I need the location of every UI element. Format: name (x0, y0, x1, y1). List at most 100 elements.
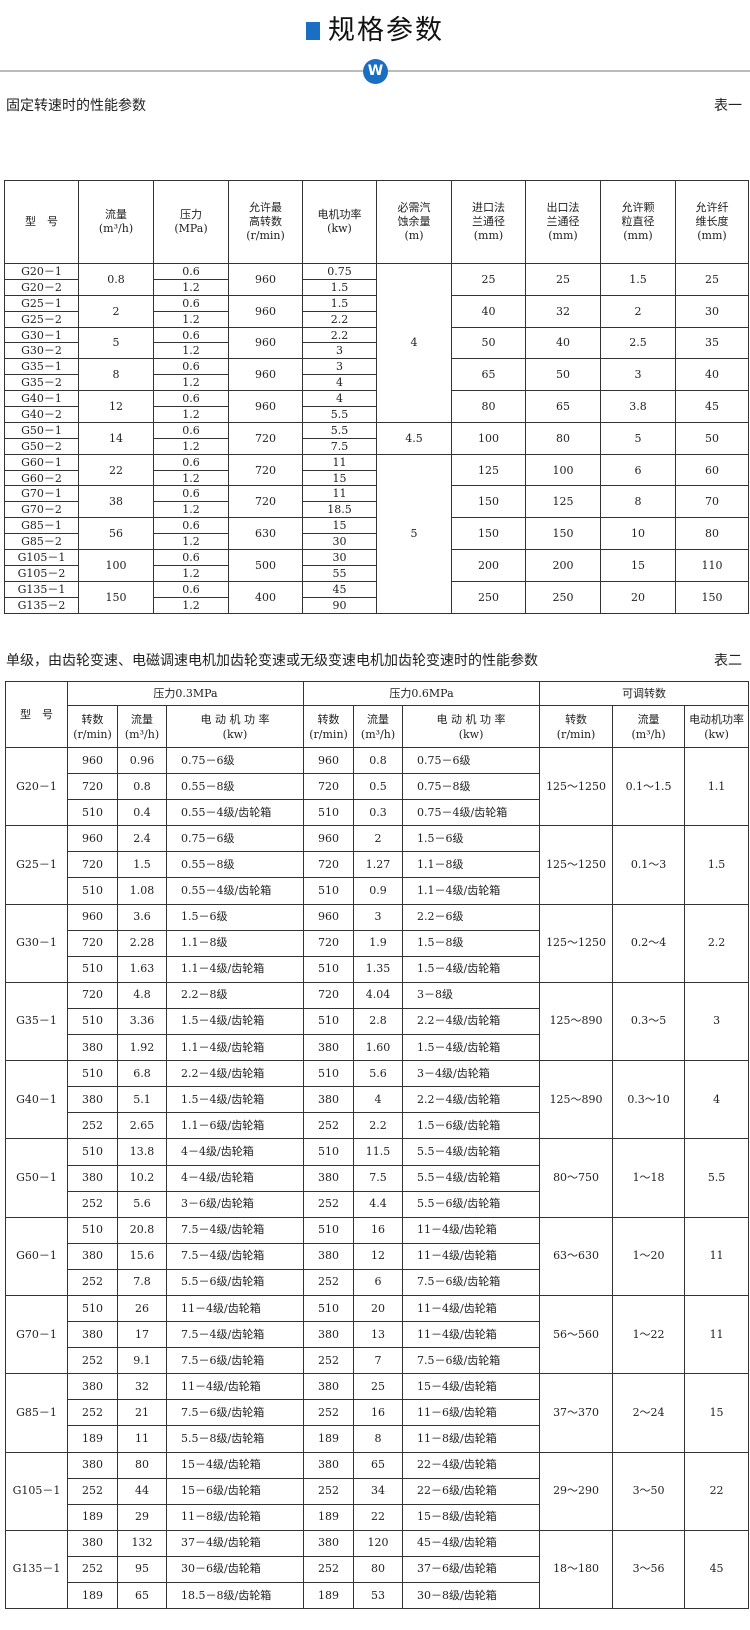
speed-03-cell: 510 (67, 1060, 118, 1088)
motor-03-cell: 0.55－8级 (165, 851, 305, 879)
column-header: 电机功率 (kw) (302, 180, 377, 264)
motor-03-cell: 30－6级/齿轮箱 (165, 1555, 305, 1584)
table-row: G135－2 1.2 90 (4, 596, 749, 614)
adj-flow-cell: 0.3～5 (612, 981, 686, 1062)
table-row: G40－1 12 0.6 960 4 80 65 3.8 45 (4, 390, 749, 423)
flow-03-cell: 4.8 (117, 981, 167, 1009)
motor-06-cell: 1.1－4级/齿轮箱 (402, 877, 541, 905)
adj-speed-cell: 125～1250 (539, 825, 614, 905)
fiber-cell: 150 (675, 580, 749, 614)
flow-06-cell: 0.9 (353, 877, 404, 905)
model-cell: G20－1 (5, 746, 68, 827)
flow-06-cell: 2.8 (353, 1007, 404, 1036)
motor-06-cell: 3－4级/齿轮箱 (402, 1060, 541, 1088)
motor-06-cell: 22－6级/齿轮箱 (402, 1477, 541, 1505)
table-row: G50－1 510 13.8 4－4级/齿轮箱 510 11.5 5.5－4级/齿轮箱 80～… (5, 1138, 750, 1218)
motor-06-cell: 0.75－4级/齿轮箱 (402, 799, 541, 827)
table-row: 380 17 7.5－4级/齿轮箱 380 13 11－4级/齿轮箱 (6, 1321, 749, 1349)
model-cell: G135－1 (4, 580, 79, 598)
pressure-cell: 1.2 (153, 406, 229, 423)
model-cell: G60－1 (5, 1216, 68, 1296)
flow-03-cell: 29 (117, 1503, 167, 1531)
speed-cell: 720 (228, 421, 303, 455)
table-row: G40－1 510 6.8 2.2－4级/齿轮箱 510 5.6 3－4级/齿轮箱 125～8… (5, 1060, 750, 1140)
table-row: G105－1 380 80 15－4级/齿轮箱 380 65 22－4级/齿轮箱 29～290… (5, 1451, 750, 1531)
particle-cell: 15 (600, 549, 676, 582)
adj-flow-cell: 0.1～1.5 (612, 746, 686, 827)
column-header: 流量 (m³/h) (353, 705, 404, 748)
speed-06-cell: 510 (303, 1294, 355, 1323)
column-header: 电 动 机 功 率 (kw) (402, 705, 541, 748)
column-header: 转数 (r/min) (539, 705, 614, 748)
flow-03-cell: 2.28 (117, 929, 167, 957)
motor-03-cell: 37－4级/齿轮箱 (165, 1529, 305, 1557)
speed-cell: 960 (228, 358, 303, 392)
flow-06-cell: 5.6 (353, 1060, 404, 1088)
power-cell: 30 (302, 549, 377, 566)
table1-caption: 固定转速时的性能参数 (6, 98, 146, 114)
flow-06-cell: 22 (353, 1503, 404, 1531)
pressure-cell: 1.2 (153, 501, 229, 519)
column-header: 必需汽 蚀余量 (m) (376, 180, 452, 264)
motor-06-cell: 11－4级/齿轮箱 (402, 1242, 541, 1270)
table-row: 189 11 5.5－8级/齿轮箱 189 8 11－8级/齿轮箱 (6, 1425, 749, 1453)
speed-cell: 630 (228, 517, 303, 551)
flow-06-cell: 8 (353, 1425, 404, 1453)
model-cell: G50－2 (4, 437, 79, 455)
table-row: 252 21 7.5－6级/齿轮箱 252 16 11－6级/齿轮箱 (6, 1399, 749, 1427)
pressure-cell: 0.6 (153, 390, 229, 408)
column-header: 允许最 高转数 (r/min) (228, 180, 303, 264)
column-header: 型 号 (4, 180, 79, 264)
speed-06-cell: 189 (303, 1425, 355, 1453)
flow-cell: 5 (78, 326, 154, 360)
adj-power-cell: 11 (684, 1294, 750, 1375)
outlet-cell: 25 (525, 263, 601, 296)
table-row: 380 10.2 4－4级/齿轮箱 380 7.5 5.5－4级/齿轮箱 (6, 1164, 749, 1192)
speed-03-cell: 510 (67, 1294, 118, 1323)
motor-03-cell: 18.5－8级/齿轮箱 (165, 1581, 305, 1610)
speed-06-cell: 252 (303, 1347, 355, 1375)
speed-06-cell: 510 (303, 799, 355, 827)
speed-06-cell: 380 (303, 1034, 355, 1062)
speed-03-cell: 720 (67, 981, 118, 1009)
column-header: 流量 (m³/h) (612, 705, 686, 748)
flow-cell: 8 (78, 358, 154, 392)
motor-06-cell: 11－4级/齿轮箱 (402, 1294, 541, 1323)
flow-06-cell: 3 (353, 903, 404, 931)
pressure-cell: 1.2 (153, 374, 229, 392)
speed-06-cell: 252 (303, 1399, 355, 1427)
flow-06-cell: 7 (353, 1347, 404, 1375)
adj-flow-cell: 3～56 (612, 1529, 686, 1610)
speed-06-cell: 380 (303, 1242, 355, 1270)
motor-03-cell: 11－8级/齿轮箱 (165, 1503, 305, 1531)
particle-cell: 2 (600, 294, 676, 328)
table-row: G20－1 0.8 0.6 960 0.75 4 25 25 1.5 25 (4, 263, 749, 423)
speed-03-cell: 380 (67, 1164, 118, 1192)
power-cell: 4 (302, 390, 377, 408)
model-cell: G105－1 (5, 1451, 68, 1531)
motor-03-cell: 4－4级/齿轮箱 (165, 1138, 305, 1166)
column-header: 进口法 兰通径 (mm) (451, 180, 526, 264)
page-title: 规格参数 (0, 8, 750, 47)
pressure-cell: 1.2 (153, 310, 229, 328)
flow-06-cell: 120 (353, 1529, 404, 1557)
power-cell: 1.5 (302, 278, 377, 296)
speed-03-cell: 380 (67, 1034, 118, 1062)
motor-06-cell: 5.5－6级/齿轮箱 (402, 1190, 541, 1218)
motor-03-cell: 1.5－4级/齿轮箱 (165, 1007, 305, 1036)
outlet-cell: 65 (525, 390, 601, 423)
particle-cell: 3.8 (600, 390, 676, 423)
flow-06-cell: 34 (353, 1477, 404, 1505)
model-cell: G60－2 (4, 469, 79, 487)
flow-06-cell: 13 (353, 1321, 404, 1349)
speed-06-cell: 960 (303, 746, 355, 775)
flow-03-cell: 10.2 (117, 1164, 167, 1192)
speed-03-cell: 380 (67, 1451, 118, 1479)
model-cell: G50－1 (4, 421, 79, 439)
motor-06-cell: 2.2－4级/齿轮箱 (402, 1007, 541, 1036)
adj-flow-cell: 0.3～10 (612, 1060, 686, 1140)
column-header: 转数 (r/min) (303, 705, 355, 748)
model-cell: G30－2 (4, 342, 79, 360)
motor-03-cell: 0.75－6级 (165, 746, 305, 775)
motor-03-cell: 7.5－4级/齿轮箱 (165, 1321, 305, 1349)
